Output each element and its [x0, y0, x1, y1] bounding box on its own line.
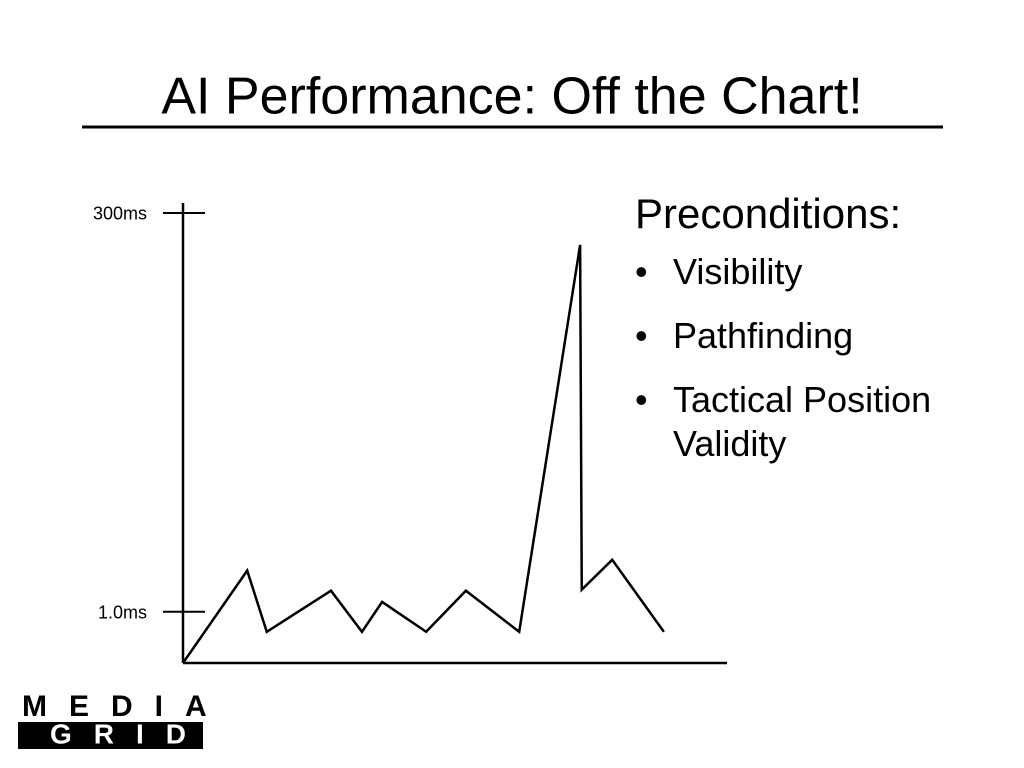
y-tick-label: 300ms	[93, 204, 147, 224]
logo-top: MEDIA	[22, 690, 229, 723]
data-line	[181, 244, 665, 664]
logo-band	[18, 722, 203, 749]
y-tick-label: 1.0ms	[98, 602, 147, 622]
bullet: Visibility	[635, 250, 1020, 294]
preconditions-heading: Preconditions:	[635, 190, 902, 237]
bullet-list: Visibility Pathfinding Tactical Position V…	[635, 250, 1020, 466]
bullet: Pathfinding	[635, 314, 1020, 358]
preconditions: Preconditions: Visibility Pathfinding Tact…	[635, 190, 1020, 486]
logo-bottom: GRID	[50, 718, 208, 749]
bullet: Tactical Position Validity	[635, 378, 1020, 466]
slide-title: AI Performance: Off the Chart!	[161, 68, 862, 126]
